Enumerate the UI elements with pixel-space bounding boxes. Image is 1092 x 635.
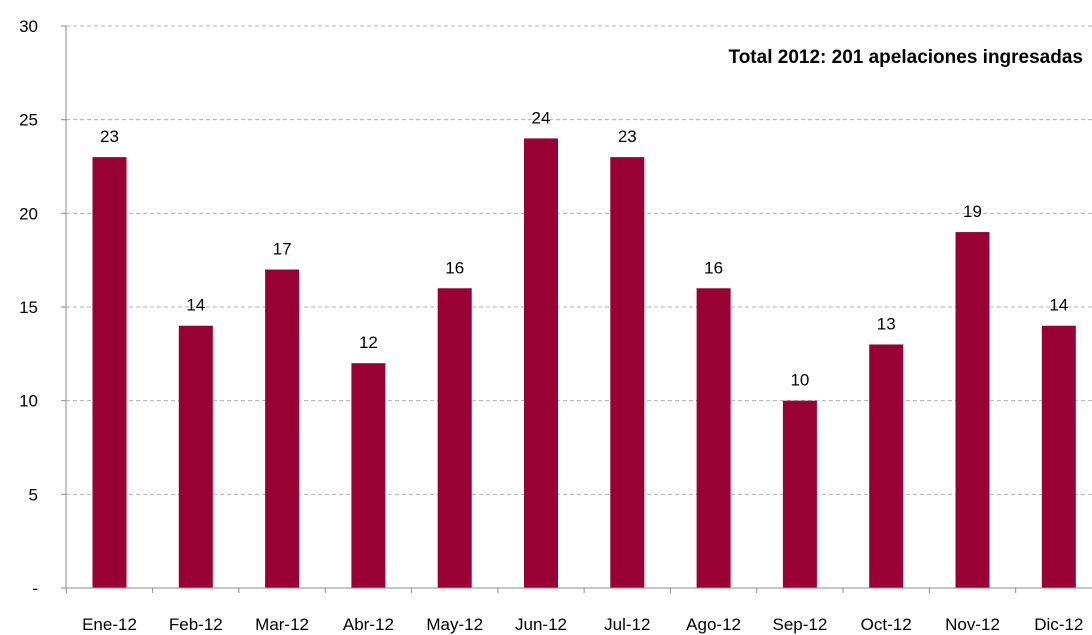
- y-tick-label: 20: [19, 204, 38, 223]
- bar: [351, 363, 386, 588]
- bar: [1041, 325, 1076, 588]
- x-tick-label: May-12: [426, 615, 483, 634]
- x-tick-label: Oct-12: [861, 615, 912, 634]
- y-tick-label: 25: [19, 111, 38, 130]
- data-label: 23: [100, 127, 119, 146]
- x-tick-label: Feb-12: [169, 615, 223, 634]
- data-label: 17: [273, 240, 292, 259]
- data-label: 14: [186, 296, 205, 315]
- x-tick-label: Abr-12: [343, 615, 394, 634]
- bar: [610, 157, 645, 588]
- x-tick-label: Jun-12: [515, 615, 567, 634]
- y-tick-label: 15: [19, 298, 38, 317]
- y-tick-label: 30: [19, 17, 38, 36]
- data-label: 14: [1049, 296, 1068, 315]
- y-tick-label: 5: [29, 485, 38, 504]
- gridlines: [66, 25, 1092, 495]
- data-label: 13: [877, 314, 896, 333]
- bar: [869, 344, 904, 588]
- x-tick-label: Jul-12: [604, 615, 650, 634]
- x-tick-label: Sep-12: [772, 615, 827, 634]
- bar: [696, 288, 731, 588]
- bar: [955, 232, 990, 589]
- bar: [92, 157, 127, 588]
- data-label: 16: [704, 258, 723, 277]
- y-axis-ticks: - 5 10 15 20 25 30: [19, 17, 66, 598]
- x-tick-label: Mar-12: [255, 615, 309, 634]
- bar: [782, 400, 817, 588]
- data-labels: 23 14 17 12 16 24 23 16 10 13 19 14: [100, 108, 1068, 389]
- y-tick-label: -: [32, 579, 38, 598]
- data-label: 16: [445, 258, 464, 277]
- data-label: 24: [532, 108, 551, 127]
- x-tick-label: Ene-12: [82, 615, 137, 634]
- bar: [265, 269, 300, 588]
- total-annotation: Total 2012: 201 apelaciones ingresadas: [729, 47, 1084, 68]
- x-axis-ticks: Ene-12 Feb-12 Mar-12 Abr-12 May-12 Jun-12 Jul-…: [65, 588, 1083, 634]
- bars: [92, 138, 1076, 589]
- data-label: 19: [963, 202, 982, 221]
- bar: [178, 325, 213, 588]
- bar: [524, 138, 558, 588]
- x-tick-label: Dic-12: [1034, 615, 1083, 634]
- x-tick-label: Ago-12: [686, 615, 741, 634]
- data-label: 23: [618, 127, 637, 146]
- bar: [437, 288, 472, 588]
- x-tick-label: Nov-12: [945, 615, 1000, 634]
- y-tick-label: 10: [19, 392, 38, 411]
- data-label: 10: [790, 371, 809, 390]
- data-label: 12: [359, 333, 378, 352]
